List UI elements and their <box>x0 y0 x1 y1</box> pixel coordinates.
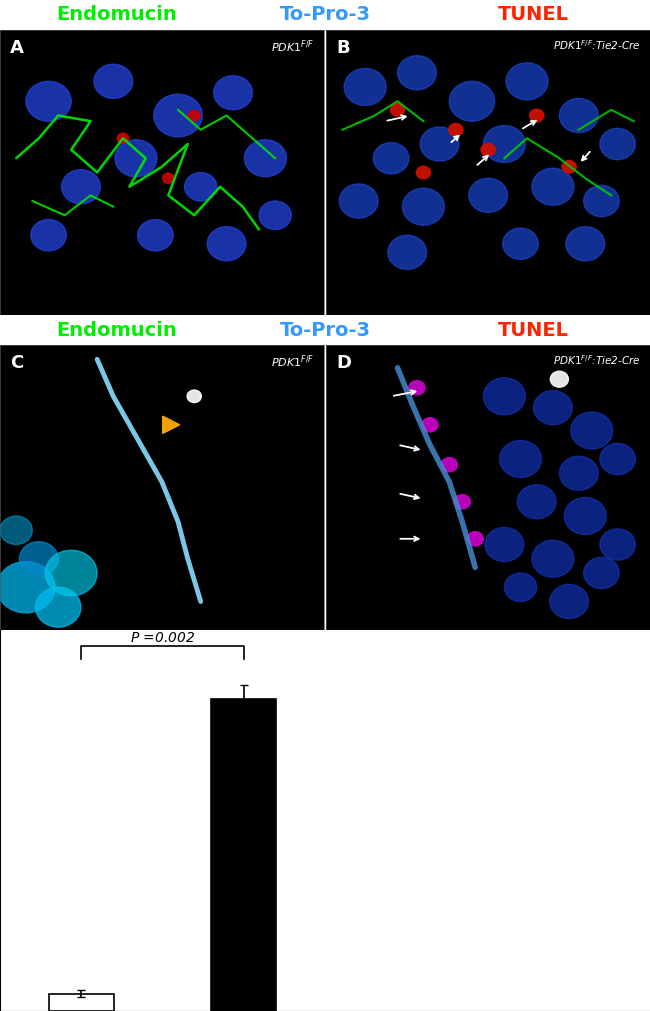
Circle shape <box>550 584 588 619</box>
Text: $P$ =0.002: $P$ =0.002 <box>130 631 195 645</box>
Circle shape <box>532 168 574 205</box>
Circle shape <box>391 103 405 116</box>
Text: TUNEL: TUNEL <box>497 320 569 340</box>
Circle shape <box>402 188 445 225</box>
Circle shape <box>584 185 619 216</box>
Circle shape <box>0 561 55 613</box>
Circle shape <box>117 133 129 144</box>
Circle shape <box>62 170 100 204</box>
Circle shape <box>560 456 598 490</box>
Circle shape <box>485 528 524 561</box>
Text: Endomucin: Endomucin <box>57 320 177 340</box>
Circle shape <box>571 411 613 449</box>
Circle shape <box>551 371 569 387</box>
Circle shape <box>532 540 574 577</box>
Circle shape <box>441 458 458 472</box>
Circle shape <box>46 550 97 595</box>
Circle shape <box>188 110 200 120</box>
Text: $PDK1^{F/F}$: $PDK1^{F/F}$ <box>270 354 314 370</box>
Text: B: B <box>336 38 350 57</box>
Text: D: D <box>336 354 351 372</box>
Circle shape <box>499 441 541 477</box>
Circle shape <box>600 128 636 160</box>
Circle shape <box>138 219 173 251</box>
Circle shape <box>584 557 619 588</box>
Text: TUNEL: TUNEL <box>497 5 569 24</box>
Text: $PDK1^{F/F}$:Tie2-Cre: $PDK1^{F/F}$:Tie2-Cre <box>552 354 640 367</box>
Circle shape <box>534 390 572 425</box>
Circle shape <box>506 63 548 100</box>
Circle shape <box>36 587 81 627</box>
Circle shape <box>566 226 604 261</box>
Text: $PDK1^{F/F}$:Tie2-Cre: $PDK1^{F/F}$:Tie2-Cre <box>552 38 640 53</box>
Circle shape <box>420 127 459 161</box>
Circle shape <box>600 444 636 475</box>
Circle shape <box>154 94 202 136</box>
Circle shape <box>484 125 525 163</box>
Circle shape <box>454 494 471 509</box>
Circle shape <box>94 65 133 98</box>
Circle shape <box>481 144 495 156</box>
Circle shape <box>207 226 246 261</box>
Circle shape <box>484 378 525 415</box>
Circle shape <box>467 532 484 546</box>
Circle shape <box>26 81 72 121</box>
Circle shape <box>398 56 436 90</box>
Circle shape <box>530 109 544 121</box>
Circle shape <box>409 380 425 395</box>
Circle shape <box>244 140 287 177</box>
Bar <box>211 700 276 1011</box>
Circle shape <box>185 173 217 201</box>
Circle shape <box>214 76 252 110</box>
Circle shape <box>448 123 463 136</box>
Circle shape <box>0 516 32 545</box>
Circle shape <box>449 81 495 121</box>
Circle shape <box>162 173 174 183</box>
Circle shape <box>373 143 409 174</box>
Circle shape <box>517 484 556 519</box>
Circle shape <box>502 228 538 260</box>
Circle shape <box>388 236 426 269</box>
Text: A: A <box>10 38 23 57</box>
Circle shape <box>31 219 66 251</box>
Circle shape <box>504 573 537 602</box>
Text: To-Pro-3: To-Pro-3 <box>280 320 370 340</box>
Text: C: C <box>10 354 23 372</box>
Circle shape <box>344 69 386 105</box>
Circle shape <box>187 390 202 402</box>
Circle shape <box>562 161 576 173</box>
Circle shape <box>422 418 438 432</box>
Circle shape <box>600 529 636 560</box>
Circle shape <box>416 166 430 179</box>
Circle shape <box>560 98 598 132</box>
Circle shape <box>564 497 606 535</box>
Bar <box>49 994 114 1011</box>
Text: To-Pro-3: To-Pro-3 <box>280 5 370 24</box>
Text: $PDK1^{F/F}$: $PDK1^{F/F}$ <box>270 38 314 56</box>
Circle shape <box>115 140 157 177</box>
Circle shape <box>20 542 58 576</box>
Circle shape <box>469 178 508 212</box>
Circle shape <box>259 201 291 229</box>
Circle shape <box>339 184 378 218</box>
Text: Endomucin: Endomucin <box>57 5 177 24</box>
